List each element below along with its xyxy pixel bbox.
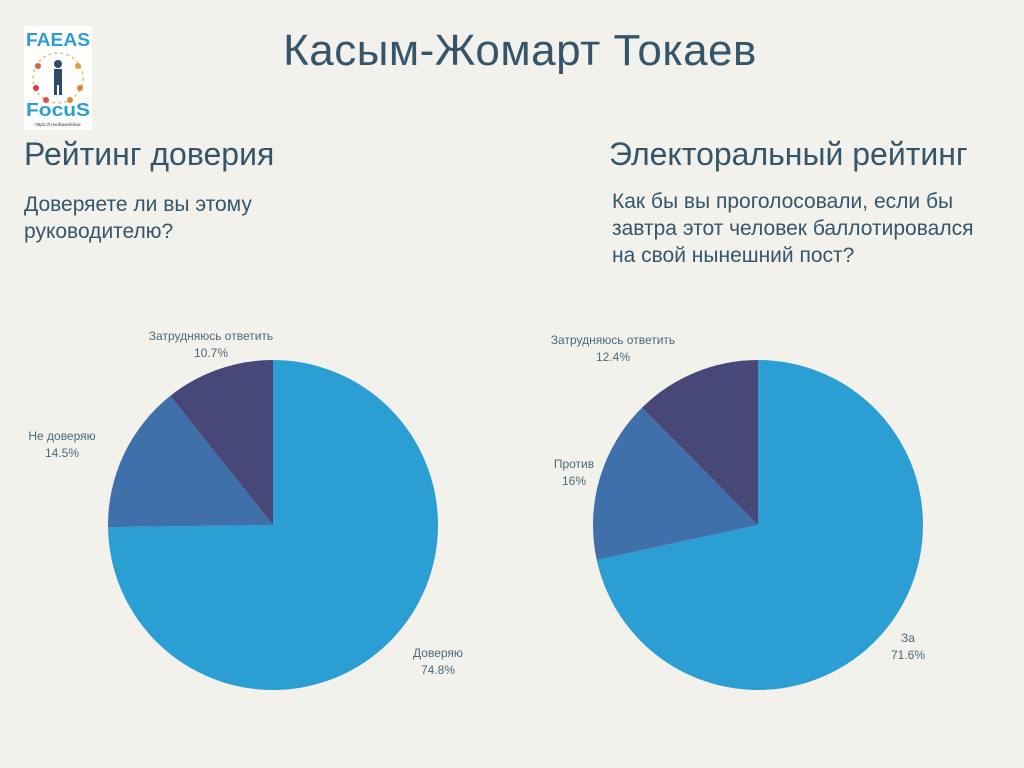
logo-graphic: FAEAS FocuS https://t.me/faeasfokus xyxy=(24,26,92,130)
logo-url: https://t.me/faeasfokus xyxy=(35,122,81,127)
electoral-question-line: на свой нынешний пост? xyxy=(612,244,855,267)
electoral-pie-slice xyxy=(642,360,758,525)
trust-rating-heading: Рейтинг доверия xyxy=(24,136,275,172)
logo-top-text: FAEAS xyxy=(26,30,90,50)
electoral-slice-value: 71.6% xyxy=(891,648,925,662)
trust-slice-label: Не доверяю xyxy=(28,429,95,443)
electoral-question-line: завтра этот человек баллотировался xyxy=(612,217,974,240)
trust-pie: Доверяю 74.8% Не доверяю 14.5% Затрудняюсь о… xyxy=(28,329,463,690)
trust-slice-label: Затрудняюсь ответить xyxy=(149,329,273,343)
electoral-pie-slice xyxy=(596,360,923,690)
electoral-pie-slice xyxy=(592,407,758,560)
faeas-focus-logo: FAEAS FocuS https://t.me/faeasfokus xyxy=(24,26,92,130)
trust-slice-value: 74.8% xyxy=(421,663,455,677)
trust-slice-value: 10.7% xyxy=(194,346,228,360)
electoral-slice-value: 12.4% xyxy=(596,350,630,364)
trust-slice-value: 14.5% xyxy=(45,446,79,460)
trust-question-line: руководителю? xyxy=(24,220,174,243)
electoral-question: Как бы вы проголосовали, если бы завтра … xyxy=(612,188,973,269)
electoral-slice-label: Против xyxy=(554,457,594,471)
trust-pie-slice xyxy=(108,395,273,528)
electoral-rating-heading: Электоральный рейтинг xyxy=(609,136,968,172)
electoral-pie: За 71.6% Против 16% Затрудняюсь ответить 12.4… xyxy=(551,333,925,690)
electoral-slice-label: Затрудняюсь ответить xyxy=(551,333,675,347)
trust-question: Доверяете ли вы этому руководителю? xyxy=(24,191,252,245)
trust-pie-slice xyxy=(170,360,273,525)
trust-pie-slice xyxy=(108,360,438,690)
electoral-question-line: Как бы вы проголосовали, если бы xyxy=(612,190,954,213)
electoral-slice-label: За xyxy=(901,631,915,645)
trust-slice-label: Доверяю xyxy=(413,646,463,660)
person-icon xyxy=(54,60,62,68)
electoral-slice-value: 16% xyxy=(562,474,586,488)
trust-question-line: Доверяете ли вы этому xyxy=(24,193,252,216)
logo-bottom-text: FocuS xyxy=(26,100,90,120)
page-title: Касым-Жомарт Токаев xyxy=(283,26,757,75)
